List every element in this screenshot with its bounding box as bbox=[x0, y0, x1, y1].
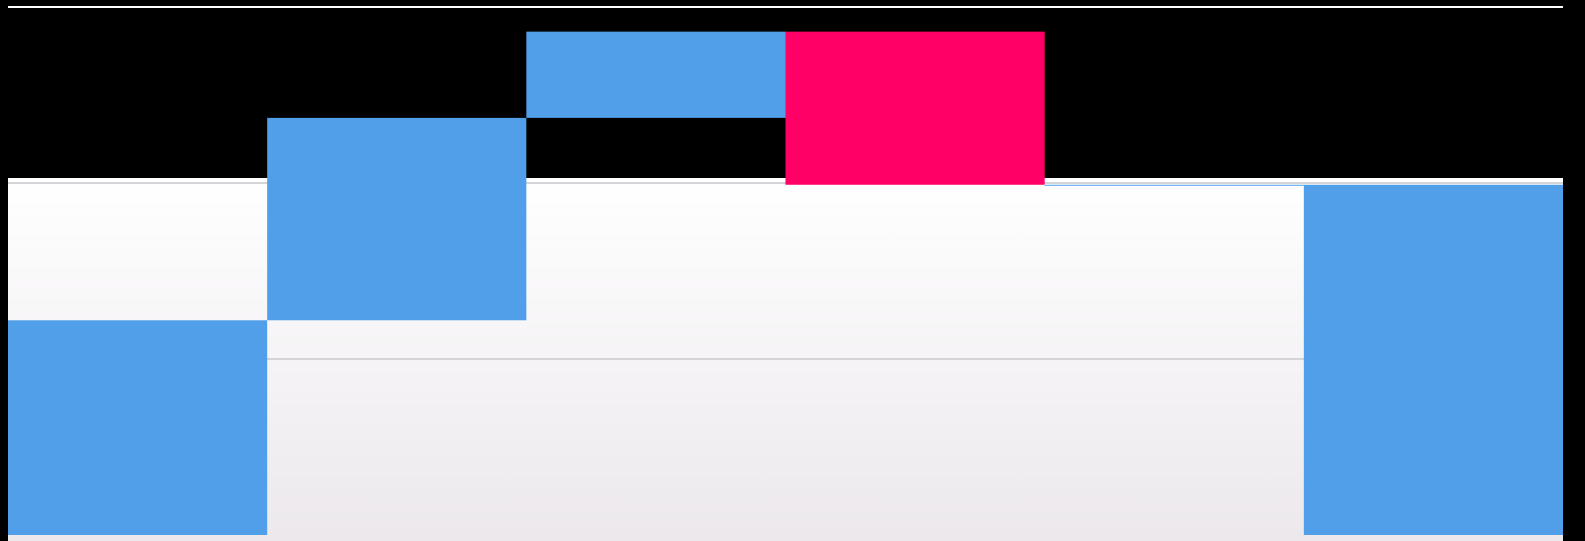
bar bbox=[8, 320, 268, 535]
bar bbox=[526, 31, 786, 118]
bar bbox=[785, 31, 1045, 185]
bar bbox=[1044, 184, 1304, 186]
bar bbox=[267, 117, 527, 321]
bar bbox=[1303, 184, 1563, 535]
